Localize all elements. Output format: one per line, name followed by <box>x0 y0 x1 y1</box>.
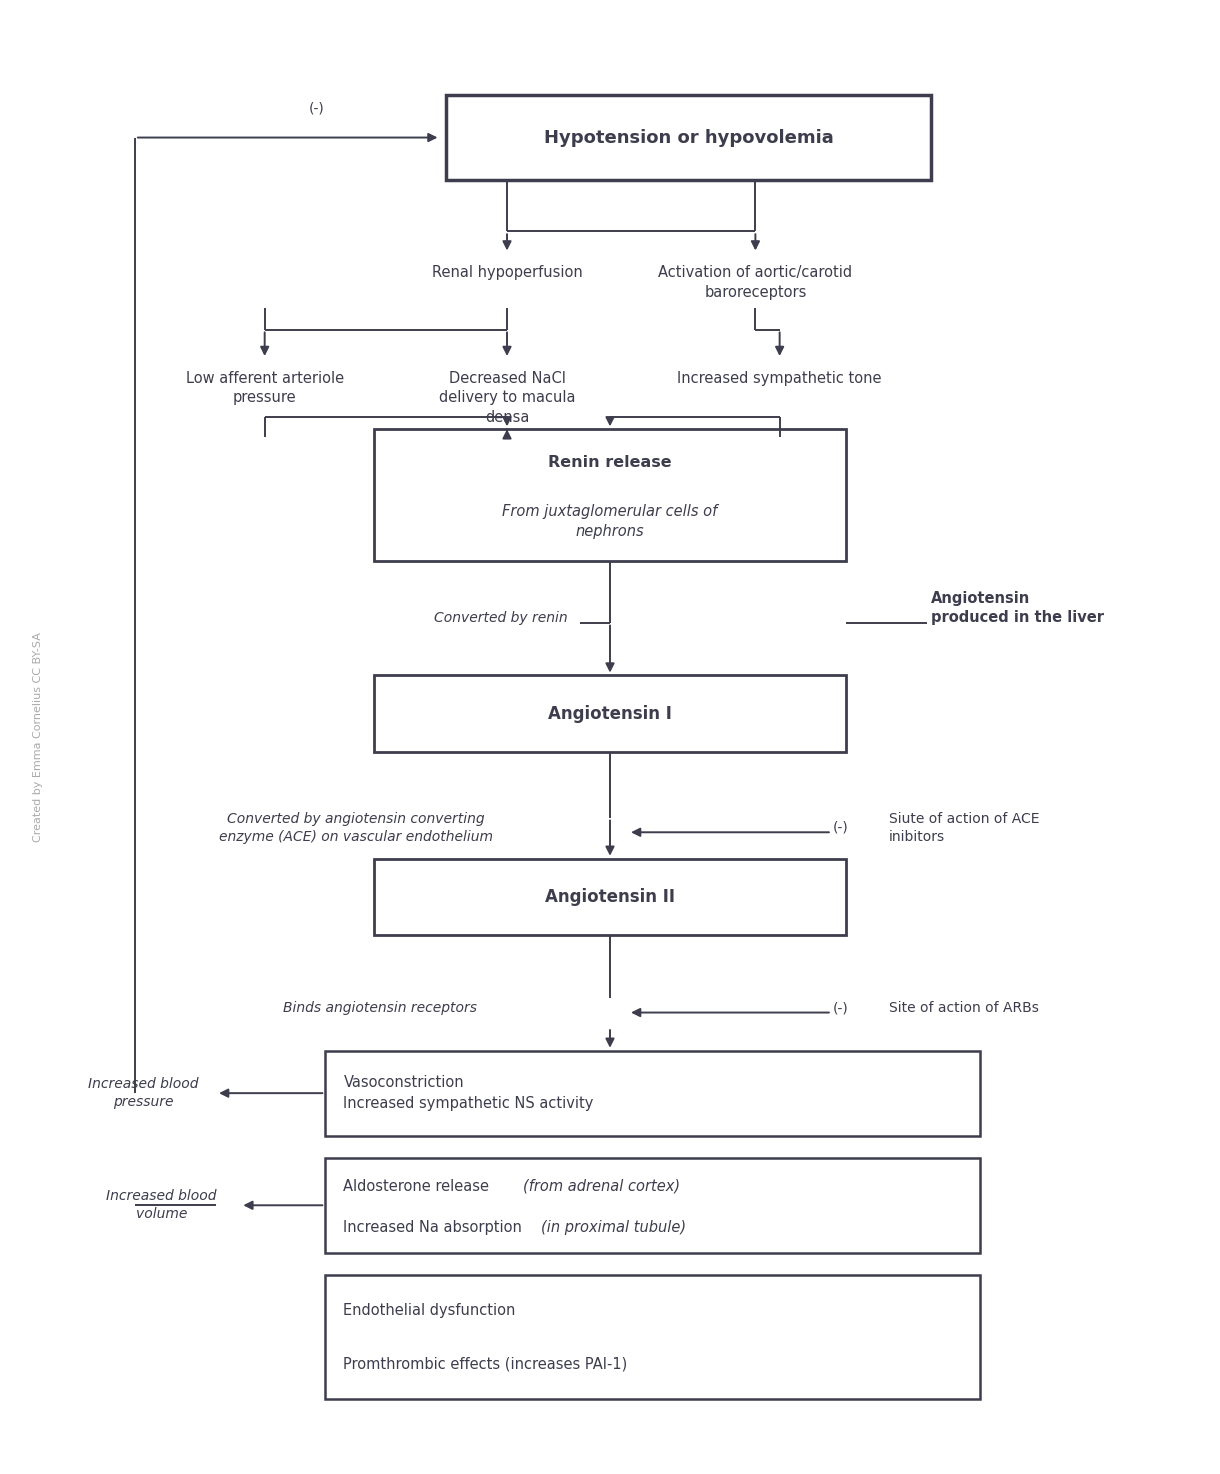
Text: Increased sympathetic tone: Increased sympathetic tone <box>677 370 882 386</box>
FancyBboxPatch shape <box>326 1051 980 1135</box>
Text: Angiotensin
produced in the liver: Angiotensin produced in the liver <box>931 591 1104 625</box>
Text: Site of action of ARBs: Site of action of ARBs <box>888 1001 1038 1016</box>
Text: Hypotension or hypovolemia: Hypotension or hypovolemia <box>544 128 833 146</box>
Text: Converted by renin: Converted by renin <box>434 612 567 625</box>
Text: Siute of action of ACE
inibitors: Siute of action of ACE inibitors <box>888 812 1039 845</box>
Text: Increased blood
pressure: Increased blood pressure <box>88 1077 199 1110</box>
Text: Aldosterone release: Aldosterone release <box>344 1179 494 1194</box>
Text: Increased blood
volume: Increased blood volume <box>106 1190 217 1222</box>
Text: Low afferent arteriole
pressure: Low afferent arteriole pressure <box>185 370 344 405</box>
Text: Activation of aortic/carotid
baroreceptors: Activation of aortic/carotid barorecepto… <box>659 265 853 299</box>
Text: Renal hypoperfusion: Renal hypoperfusion <box>432 265 582 280</box>
Text: (in proximal tubule): (in proximal tubule) <box>540 1220 686 1235</box>
Text: Angiotensin II: Angiotensin II <box>545 887 675 905</box>
Text: (-): (-) <box>832 821 848 834</box>
FancyBboxPatch shape <box>326 1275 980 1399</box>
Text: Decreased NaCl
delivery to macula
densa: Decreased NaCl delivery to macula densa <box>439 370 576 425</box>
Text: (-): (-) <box>309 102 325 115</box>
Text: Converted by angiotensin converting
enzyme (ACE) on vascular endothelium: Converted by angiotensin converting enzy… <box>218 812 493 845</box>
Text: Binds angiotensin receptors: Binds angiotensin receptors <box>283 1001 477 1016</box>
Text: (-): (-) <box>832 1001 848 1016</box>
FancyBboxPatch shape <box>326 1157 980 1253</box>
Text: Renin release: Renin release <box>548 455 672 470</box>
FancyBboxPatch shape <box>447 94 931 180</box>
FancyBboxPatch shape <box>373 675 847 752</box>
Text: Promthrombic effects (increases PAI-1): Promthrombic effects (increases PAI-1) <box>344 1356 627 1371</box>
Text: Created by Emma Cornelius CC BY-SA: Created by Emma Cornelius CC BY-SA <box>33 632 43 842</box>
FancyBboxPatch shape <box>373 429 847 562</box>
Text: From juxtaglomerular cells of
nephrons: From juxtaglomerular cells of nephrons <box>503 504 717 539</box>
FancyBboxPatch shape <box>373 859 847 935</box>
Text: Increased Na absorption: Increased Na absorption <box>344 1220 527 1235</box>
Text: Vasoconstriction
Increased sympathetic NS activity: Vasoconstriction Increased sympathetic N… <box>344 1075 594 1111</box>
Text: Angiotensin I: Angiotensin I <box>548 705 672 722</box>
Text: Endothelial dysfunction: Endothelial dysfunction <box>344 1303 516 1318</box>
Text: (from adrenal cortex): (from adrenal cortex) <box>522 1179 680 1194</box>
